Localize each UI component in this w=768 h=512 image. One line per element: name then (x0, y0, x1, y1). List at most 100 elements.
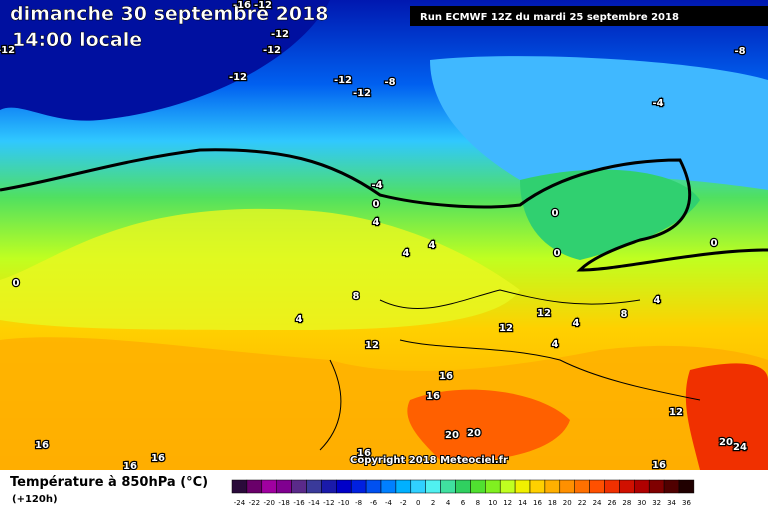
scale-box (455, 479, 471, 494)
contour-label: 24 (733, 442, 747, 453)
contour-label: -16 (233, 0, 251, 11)
scale-box (514, 479, 531, 494)
contour-label: 16 (35, 440, 49, 451)
scale-label: 10 (488, 499, 497, 507)
contour-label: 4 (429, 240, 436, 251)
contour-label: 4 (654, 295, 661, 306)
contour-label: -8 (734, 46, 745, 57)
scale-label: -20 (264, 499, 275, 507)
scale-box (678, 479, 695, 494)
contour-label: 4 (403, 248, 410, 259)
contour-label: -12 (271, 29, 289, 40)
scale-box (276, 479, 292, 494)
copyright: Copyright 2018 Meteociel.fr (350, 455, 508, 466)
scale-box (529, 479, 546, 494)
contour-label: 12 (669, 407, 683, 418)
scale-label: 12 (503, 499, 512, 507)
scale-label: 0 (416, 499, 420, 507)
scale-label: 30 (637, 499, 646, 507)
scale-label: 6 (461, 499, 466, 507)
scale-box (648, 479, 665, 494)
contour-label: 20 (467, 428, 481, 439)
contour-label: 0 (554, 248, 561, 259)
scale-box (499, 479, 516, 494)
warm-area (0, 337, 768, 470)
scale-label: -6 (370, 499, 378, 507)
contour-label: 16 (426, 391, 440, 402)
scale-box (350, 479, 367, 494)
legend-title: Température à 850hPa (°C) (10, 475, 208, 490)
scale-label: 24 (593, 499, 602, 507)
contour-labels: -16-12-12-12-12-12-8-12-8-12-4-404000440… (0, 0, 748, 473)
scale-label: -16 (293, 499, 305, 507)
scale-box (604, 479, 620, 494)
scale-label: 8 (476, 499, 480, 507)
contour-label: 0 (552, 208, 559, 219)
coastline (319, 289, 701, 451)
yellow-area (0, 208, 520, 330)
green-area (520, 169, 700, 260)
contour-label: -4 (652, 98, 663, 109)
scale-label: -12 (323, 499, 334, 507)
zero-isotherm (0, 148, 768, 272)
contour-label: 12 (499, 323, 513, 334)
hot-area (685, 363, 768, 470)
contour-label: 20 (719, 437, 733, 448)
scale-label: 2 (431, 499, 435, 507)
contour-label: 8 (621, 309, 628, 320)
scale-label: 28 (622, 499, 631, 507)
scale-box (619, 479, 635, 494)
scale-label: 34 (667, 499, 676, 507)
scale-box (380, 479, 397, 494)
contour-label: 16 (151, 453, 165, 464)
lead-time: (+120h) (12, 494, 58, 505)
cold-area (0, 0, 330, 121)
contour-label: 16 (123, 461, 137, 472)
contour-label: 20 (445, 430, 459, 441)
scale-box (589, 479, 605, 494)
contour-label: 12 (537, 308, 551, 319)
contour-label: 4 (573, 318, 580, 329)
scale-box (306, 479, 322, 494)
scale-box (410, 479, 426, 494)
scale-label: -4 (385, 499, 393, 507)
contour-label: 12 (365, 340, 379, 351)
scale-box (231, 479, 248, 494)
scale-label: -22 (249, 499, 260, 507)
scale-box (634, 479, 650, 494)
scale-box (246, 479, 263, 494)
scale-label: -14 (308, 499, 320, 507)
contour-label: -4 (371, 180, 382, 191)
scale-label: -2 (400, 499, 407, 507)
time-label: 14:00 locale (12, 29, 142, 51)
run-box (410, 6, 768, 26)
scale-box (425, 479, 441, 494)
contour-label: 16 (652, 460, 666, 471)
contour-label: -12 (0, 45, 15, 56)
contour-label: 16 (357, 448, 371, 459)
hot-area (407, 389, 570, 461)
scale-box (261, 479, 277, 494)
contour-label: 16 (439, 371, 453, 382)
map (0, 0, 768, 470)
contour-label: 0 (373, 199, 380, 210)
scale-label: 16 (533, 499, 542, 507)
scale-label: 22 (578, 499, 587, 507)
scale-label: 26 (607, 499, 616, 507)
contour-label: 4 (373, 217, 380, 228)
scale-box (336, 479, 352, 494)
scale-box (663, 479, 680, 494)
scale-box (574, 479, 590, 494)
scale-box (485, 479, 501, 494)
contour-label: 4 (552, 339, 559, 350)
contour-label: -12 (334, 75, 352, 86)
scale-label: 14 (518, 499, 527, 507)
scale-box (440, 479, 456, 494)
scale-label: -24 (234, 499, 246, 507)
contour-label: -12 (263, 45, 281, 56)
contour-label: 0 (13, 278, 20, 289)
contour-label: 4 (296, 314, 303, 325)
run-label: Run ECMWF 12Z du mardi 25 septembre 2018 (420, 12, 679, 23)
